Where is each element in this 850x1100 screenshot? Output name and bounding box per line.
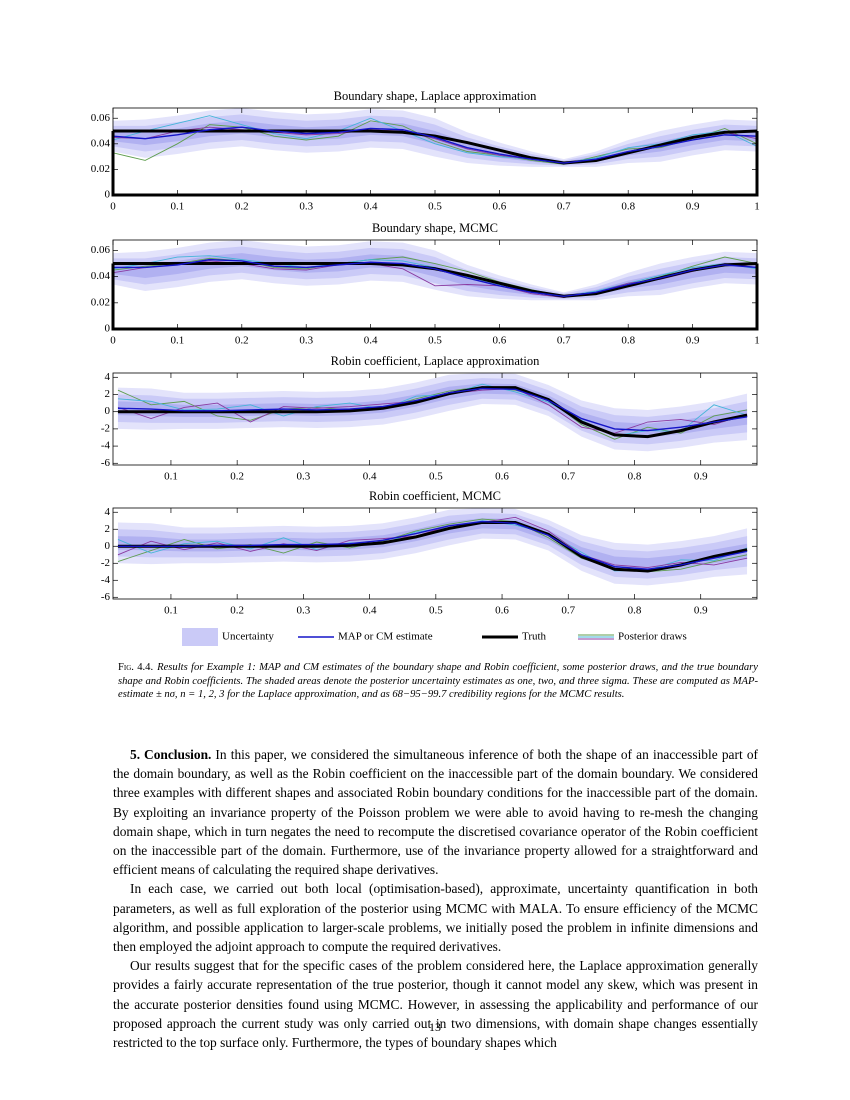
legend-label: Posterior draws: [618, 631, 687, 643]
plot-area: [113, 240, 757, 301]
y-tick-label: 0.02: [91, 163, 110, 175]
truth-line: [117, 520, 748, 573]
x-tick-label: 0.6: [495, 605, 509, 617]
page-number: 13: [429, 1020, 441, 1034]
plot-area: [113, 108, 757, 167]
map-line: [117, 387, 748, 432]
y-tick-label: 0.04: [91, 137, 111, 149]
map-line: [113, 126, 757, 164]
x-tick-label: 0.4: [364, 335, 378, 347]
y-tick-label: 2: [105, 388, 111, 400]
y-tick-label: 2: [105, 523, 111, 535]
x-tick-label: 0.2: [230, 471, 244, 483]
x-tick-label: 0.7: [561, 605, 575, 617]
figure: Boundary shape, Laplace approximation 0 0.…: [91, 89, 760, 646]
y-tick-label: 4: [105, 371, 111, 383]
y-tick-label: 0.02: [91, 296, 110, 308]
map-line: [117, 520, 748, 570]
x-tick-label: 0.9: [694, 605, 708, 617]
x-tick-label: 0.8: [621, 201, 635, 213]
section: 5. Conclusion. In this paper, we considere…: [113, 745, 758, 1052]
x-tick-label: 0.5: [429, 605, 443, 617]
x-tick-label: 0.6: [493, 201, 507, 213]
y-tick-label: 0.06: [91, 112, 111, 124]
caption-label: Fig. 4.4.: [118, 662, 154, 673]
y-tick-label: -2: [101, 557, 110, 569]
y-tick-label: 0: [105, 189, 111, 201]
legend-label: MAP or CM estimate: [338, 631, 433, 643]
y-tick-label: -4: [101, 440, 111, 452]
map-line: [113, 258, 757, 297]
x-tick-label: 0.7: [557, 335, 571, 347]
x-tick-label: 0.9: [686, 335, 700, 347]
y-tick-label: -4: [101, 574, 111, 586]
x-tick-label: 0.1: [164, 605, 178, 617]
x-tick-label: 0.8: [621, 335, 635, 347]
x-tick-label: 0.9: [694, 471, 708, 483]
section-number: 5.: [130, 747, 141, 762]
truth-line: [117, 386, 748, 439]
paragraph: 5. Conclusion. In this paper, we considere…: [113, 745, 758, 879]
y-tick-label: -6: [101, 457, 111, 469]
chart-title: Boundary shape, Laplace approximation: [334, 89, 537, 103]
y-tick-label: 4: [105, 506, 111, 518]
paragraph-text: In this paper, we considered the simulta…: [113, 747, 758, 878]
chart-title: Robin coefficient, MCMC: [369, 489, 501, 503]
x-tick-label: 0.1: [164, 471, 178, 483]
uncertainty-band: [117, 513, 748, 579]
x-tick-label: 0.6: [495, 471, 509, 483]
x-tick-label: 0.5: [428, 335, 442, 347]
x-tick-label: 0.6: [493, 335, 507, 347]
y-tick-label: 0: [105, 540, 111, 552]
x-tick-label: 0.9: [686, 201, 700, 213]
posterior-draw: [113, 115, 757, 164]
figure-caption: Fig. 4.4. Results for Example 1: MAP and …: [118, 661, 758, 702]
x-tick-label: 0.4: [363, 471, 377, 483]
x-tick-label: 0.1: [171, 201, 185, 213]
x-tick-label: 0.3: [297, 605, 311, 617]
y-tick-label: 0: [105, 323, 111, 335]
posterior-draw: [117, 516, 748, 568]
axes-frame: [112, 507, 758, 600]
plot-area: [117, 508, 748, 586]
x-tick-label: 0: [110, 335, 116, 347]
legend-label: Uncertainty: [222, 631, 274, 643]
x-tick-label: 0.8: [628, 471, 642, 483]
legend-label: Truth: [522, 631, 547, 643]
x-tick-label: 0.3: [299, 335, 313, 347]
x-tick-label: 0.2: [235, 201, 249, 213]
axes-frame: [112, 372, 758, 466]
x-tick-label: 0: [110, 201, 116, 213]
y-tick-label: -6: [101, 591, 111, 603]
section-title: Conclusion.: [144, 747, 212, 762]
x-tick-label: 0.4: [364, 201, 378, 213]
paragraph: Our results suggest that for the specifi…: [113, 958, 758, 1051]
posterior-draw: [117, 383, 748, 437]
caption-text: Results for Example 1: MAP and CM estima…: [118, 662, 758, 701]
x-tick-label: 1: [754, 201, 760, 213]
y-tick-label: 0.06: [91, 244, 111, 256]
x-tick-label: 0.5: [428, 201, 442, 213]
chart-title: Robin coefficient, Laplace approximation: [331, 354, 540, 368]
x-tick-label: 0.7: [561, 471, 575, 483]
y-tick-label: 0.04: [91, 270, 111, 282]
x-tick-label: 0.5: [429, 471, 443, 483]
x-tick-label: 0.3: [297, 471, 311, 483]
paragraph: In each case, we carried out both local …: [113, 881, 758, 955]
x-tick-label: 0.2: [235, 335, 249, 347]
x-tick-label: 0.2: [230, 605, 244, 617]
plot-area: [117, 373, 748, 452]
legend-swatch: [182, 628, 218, 646]
x-tick-label: 0.3: [299, 201, 313, 213]
x-tick-label: 0.7: [557, 201, 571, 213]
x-tick-label: 0.8: [628, 605, 642, 617]
y-tick-label: 0: [105, 405, 111, 417]
x-tick-label: 1: [754, 335, 760, 347]
x-tick-label: 0.4: [363, 605, 377, 617]
chart-title: Boundary shape, MCMC: [372, 221, 498, 235]
y-tick-label: -2: [101, 422, 110, 434]
x-tick-label: 0.1: [171, 335, 185, 347]
